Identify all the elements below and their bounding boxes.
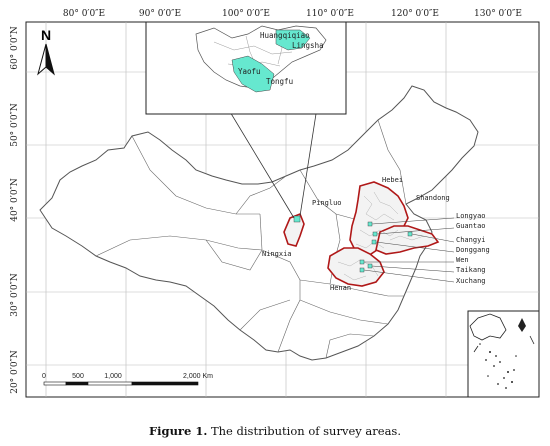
changyi-county (407, 231, 413, 237)
label-tongfu: Tongfu (266, 77, 293, 86)
scale-label-500: 500 (72, 373, 84, 380)
longitude-label: 120° 0′0″E (391, 9, 439, 19)
label-ningxia: Ningxia (262, 250, 292, 258)
north-arrow-icon: N (37, 27, 55, 76)
longitude-label: 100° 0′0″E (222, 9, 270, 19)
latitude-label: 60° 0′0″N (10, 26, 20, 70)
latitude-label: 30° 0′0″N (10, 273, 20, 317)
latitude-label: 40° 0′0″N (10, 178, 20, 222)
latitude-labels: 60° 0′0″N 50° 0′0″N 40° 0′0″N 30° 0′0″N … (10, 26, 20, 394)
pingluo-county (293, 215, 301, 223)
label-changyi: Changyi (456, 236, 486, 244)
scale-bar: 0 500 1,000 2,000 Km (42, 373, 213, 386)
longitude-label: 80° 0′0″E (63, 9, 105, 19)
label-hebei: Hebei (382, 176, 403, 184)
label-henan: Henan (330, 284, 351, 292)
scale-label-0: 0 (42, 373, 46, 380)
survey-counties (293, 215, 413, 273)
label-shandong: Shandong (416, 194, 450, 202)
survey-area-map: 80° 0′0″E 90° 0′0″E 100° 0′0″E 110° 0′0″… (10, 9, 540, 398)
label-guantao: Guantao (456, 222, 486, 230)
taikang-county (367, 263, 373, 269)
donggang-county (371, 239, 377, 245)
longyao-county (367, 221, 373, 227)
longitude-label: 130° 0′0″E (474, 9, 522, 19)
inset-huangqiqiao-lingsha (275, 29, 311, 51)
latitude-label: 50° 0′0″N (10, 103, 20, 147)
china-outline (39, 85, 479, 361)
longitude-label: 110° 0′0″E (306, 9, 354, 19)
caption-text: The distribution of survey areas. (207, 424, 401, 438)
xuchang-county (359, 267, 365, 273)
label-lingsha: Lingsha (292, 41, 324, 50)
latitude-label: 20° 0′0″N (10, 350, 20, 394)
longitude-labels: 80° 0′0″E 90° 0′0″E 100° 0′0″E 110° 0′0″… (63, 9, 522, 19)
label-leader-lines (363, 217, 455, 283)
label-donggang: Donggang (456, 246, 490, 254)
inset-south-china-sea (467, 310, 540, 398)
wen-county (359, 259, 365, 265)
label-huangqiqiao: Huangqiqiao (260, 31, 310, 40)
figure-caption: Figure 1. The distribution of survey are… (0, 424, 550, 438)
label-longyao: Longyao (456, 212, 486, 220)
longitude-label: 90° 0′0″E (139, 9, 181, 19)
inset-pingluo: Huangqiqiao Lingsha Yaofu Tongfu (145, 21, 347, 115)
label-xuchang: Xuchang (456, 277, 486, 285)
inset-yaofu-tongfu (231, 55, 275, 93)
henan-outline (327, 247, 385, 287)
guantao-county (372, 231, 378, 237)
scale-label-1000: 1,000 (104, 373, 122, 380)
label-yaofu: Yaofu (238, 67, 261, 76)
label-wen: Wen (456, 256, 469, 264)
north-label: N (41, 27, 51, 43)
label-pingluo: Pingluo (312, 199, 342, 207)
caption-label: Figure 1. (149, 424, 208, 438)
label-taikang: Taikang (456, 266, 486, 274)
scale-label-2000: 2,000 Km (183, 373, 213, 380)
inset-frame (467, 310, 540, 398)
